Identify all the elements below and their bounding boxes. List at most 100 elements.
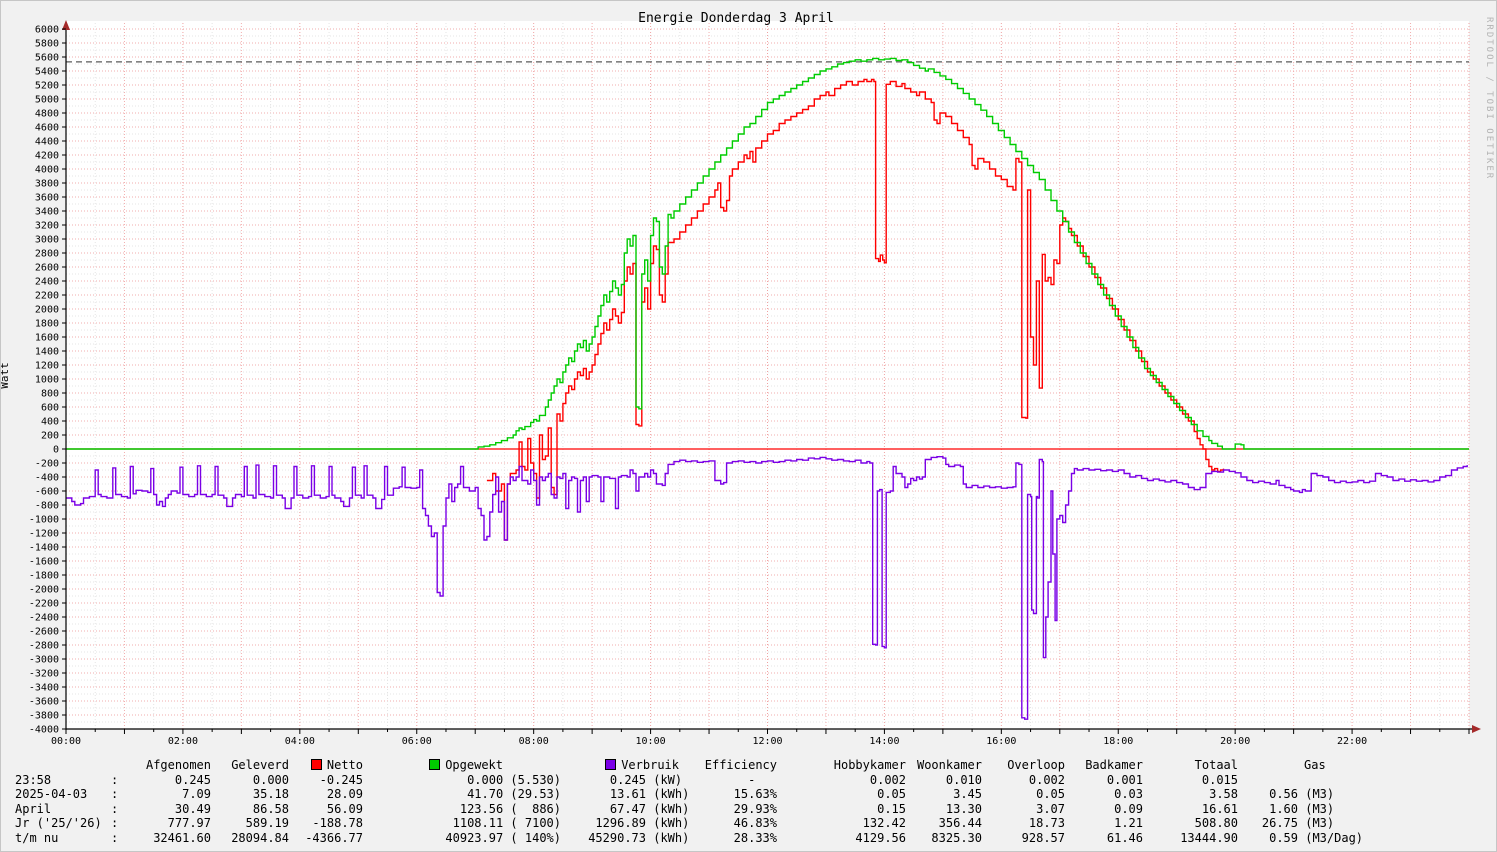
table-cell: 0.05 [1036,787,1065,802]
row-colon: : [111,816,119,831]
table-row: 23:58: 0.245 0.000 -0.245 0.000 (5.530) 0.245… [1,772,1496,788]
table-cell: 15.63% [733,787,777,802]
table-cell [1298,773,1408,788]
y-axis-arrow [62,20,70,30]
y-tick-label: 3200 [35,221,59,232]
column-header-label: Opgewekt [445,758,503,772]
table-cell: 40923.97 ( 140%) [445,830,561,845]
y-tick-label: -2000 [29,585,59,596]
column-header-label: Woonkamer [916,758,982,772]
table-cell: 28.33% [733,830,777,845]
row-label: 23:58 [15,772,52,787]
table-cell: -0.245 [319,772,363,787]
column-header-label: Gas [1304,758,1326,772]
y-axis-label: Watt [0,362,11,389]
table-cell [1238,773,1298,788]
table-cell: (M3) [1298,816,1335,831]
table-cell: 67.47 [609,801,646,816]
y-tick-label: 4400 [35,137,59,148]
table-cell: 16.61 [1201,801,1238,816]
table-cell: 123.56 ( 886) [459,801,561,816]
column-header-label: Netto [326,758,363,772]
table-cell: (kW) [646,772,683,787]
x-tick-label: 00:00 [51,736,81,747]
column-header-afgenomen: Afgenomen [125,758,211,773]
y-tick-label: -3400 [29,683,59,694]
y-tick-label: -4000 [29,725,59,736]
table-cell: 3.58 [1209,787,1238,802]
column-header-label: Geleverd [231,758,289,772]
energy-table: Afgenomen Geleverd Netto Opgewekt Verbruik Ef… [1,758,1496,846]
table-cell: 45290.73 [588,830,646,845]
y-tick-label: -600 [35,487,59,498]
rrdtool-watermark: RRDTOOL / TOBI OETIKER [1484,17,1494,181]
y-tick-label: 1000 [35,375,59,386]
y-tick-label: -2600 [29,627,59,638]
x-tick-label: 14:00 [869,736,899,747]
y-tick-label: -800 [35,501,59,512]
table-cell: 35.18 [252,787,289,802]
table-cell: 0.015 [1201,772,1238,787]
x-tick-label: 12:00 [752,736,782,747]
table-cell: (M3) [1298,787,1335,802]
y-tick-label: 3800 [35,179,59,190]
table-cell: 13.61 [609,787,646,802]
table-cell: 1.21 [1114,816,1143,831]
table-cell: 8325.30 [931,830,982,845]
y-tick-label: 1800 [35,319,59,330]
y-tick-label: -3000 [29,655,59,666]
y-tick-label: 3000 [35,235,59,246]
table-cell: 28.09 [326,787,363,802]
x-tick-label: 22:00 [1337,736,1367,747]
table-cell: 1108.11 ( 7100) [452,816,561,831]
y-tick-label: -1000 [29,515,59,526]
row-colon: : [111,787,119,802]
table-cell: 18.73 [1028,816,1065,831]
row-label: Jr ('25/'26) [15,816,102,831]
x-tick-label: 16:00 [986,736,1016,747]
table-cell: (kWh) [646,816,690,831]
y-tick-label: 5000 [35,95,59,106]
table-cell: 0.09 [1114,801,1143,816]
row-label: 2025-04-03 [15,787,88,802]
y-tick-label: 2600 [35,263,59,274]
table-cell: 1.60 [1269,801,1298,816]
table-row: Jr ('25/'26): 777.97 589.19 -188.78 1108.11 … [1,816,1496,831]
column-header-badkamer: Badkamer [1065,758,1143,773]
table-row: April:30.49 86.58 56.09 123.56 ( 886) 67.47 … [1,801,1496,817]
table-cell: 30.49 [174,801,211,816]
table-cell: 0.56 [1269,787,1298,802]
table-cell: 589.19 [245,816,289,831]
column-header-label: Afgenomen [145,758,211,772]
table-header-row: Afgenomen Geleverd Netto Opgewekt Verbruik Ef… [1,758,1496,773]
table-cell: 0.002 [869,772,906,787]
table-cell: -188.78 [312,816,363,831]
y-tick-label: 3400 [35,207,59,218]
table-cell: (kWh) [646,830,690,845]
y-tick-label: 4200 [35,151,59,162]
column-header-geleverd: Geleverd [211,758,289,773]
y-tick-label: 4000 [35,165,59,176]
table-cell: 13444.90 [1180,830,1238,845]
verbruik-line [66,456,1468,720]
table-cell: 132.42 [862,816,906,831]
column-header-label: Totaal [1194,758,1238,772]
y-tick-label: -1400 [29,543,59,554]
table-cell: 86.58 [252,801,289,816]
table-cell: 508.80 [1194,816,1238,831]
y-tick-label: -1800 [29,571,59,582]
y-tick-label: 200 [41,431,59,442]
opgewekt-legend-swatch [429,759,441,770]
y-tick-label: -3800 [29,711,59,722]
table-cell: (M3) [1298,801,1335,816]
table-cell: 0.245 [609,772,646,787]
table-cell: (kWh) [646,801,690,816]
y-tick-label: 1600 [35,333,59,344]
x-tick-label: 02:00 [168,736,198,747]
table-cell: 0.010 [945,772,982,787]
row-colon: : [111,772,119,787]
table-cell: - [748,772,777,787]
y-tick-label: 5200 [35,81,59,92]
x-tick-label: 08:00 [519,736,549,747]
table-cell: 61.46 [1106,830,1143,845]
